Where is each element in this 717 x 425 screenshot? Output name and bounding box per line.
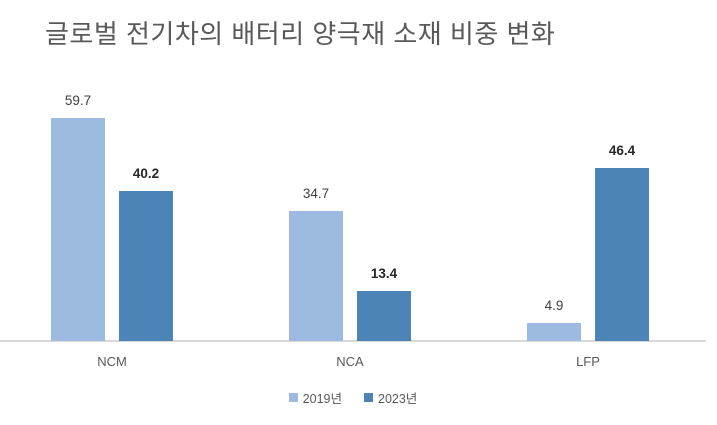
legend-item-2019년[interactable]: 2019년 (288, 388, 342, 407)
value-label-2019년-NCA: 34.7 (302, 186, 330, 201)
bar-2023년-NCA[interactable] (357, 291, 411, 341)
bar-2019년-NCM[interactable] (51, 118, 105, 341)
value-label-2023년-NCM: 40.2 (132, 166, 160, 181)
legend-swatch-icon (364, 393, 373, 402)
legend-label: 2019년 (302, 392, 342, 406)
legend-item-2023년[interactable]: 2023년 (364, 388, 417, 407)
value-label-2023년-NCA: 13.4 (370, 266, 398, 281)
legend-label: 2023년 (378, 392, 418, 406)
bar-2023년-NCM[interactable] (119, 191, 173, 341)
category-label-NCM: NCM (97, 354, 127, 369)
category-label-LFP: LFP (576, 354, 600, 369)
legend-swatch-icon (288, 393, 298, 402)
chart-legend: 2019년 2023년 (0, 388, 706, 407)
category-label-NCA: NCA (336, 354, 364, 369)
bar-2019년-NCA[interactable] (289, 211, 343, 341)
bar-2019년-LFP[interactable] (527, 323, 581, 341)
x-axis-line (0, 340, 706, 342)
value-label-2019년-LFP: 4.9 (544, 298, 564, 313)
value-label-2023년-LFP: 46.4 (608, 143, 636, 158)
value-label-2019년-NCM: 59.7 (64, 93, 92, 108)
bar-2023년-LFP[interactable] (595, 168, 649, 341)
chart-title: 글로벌 전기차의 배터리 양극재 소재 비중 변화 (45, 19, 556, 49)
